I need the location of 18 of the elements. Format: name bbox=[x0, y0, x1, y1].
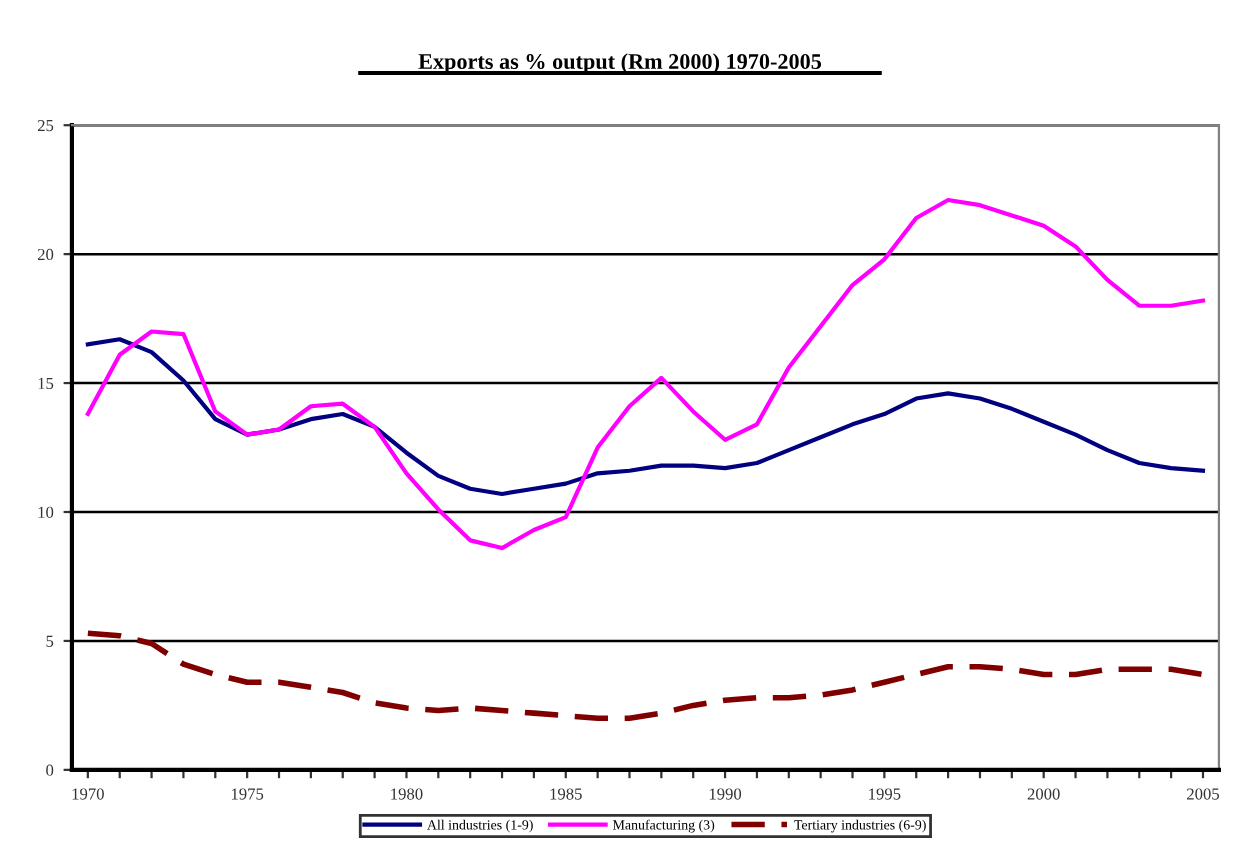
x-tick-label: 1980 bbox=[391, 788, 423, 800]
y-tick-label: 0 bbox=[46, 764, 54, 776]
x-tick-label: 1990 bbox=[709, 788, 742, 800]
x-tick-label: 2000 bbox=[1027, 788, 1060, 800]
y-tick-label: 15 bbox=[38, 377, 54, 390]
line-series bbox=[85, 337, 1206, 497]
line-series bbox=[85, 630, 1206, 722]
x-tick-label: 2005 bbox=[1187, 788, 1220, 800]
x-tick-label: 1995 bbox=[869, 788, 901, 800]
line-series bbox=[85, 197, 1206, 551]
y-tick-label: 10 bbox=[38, 506, 54, 518]
x-tick-label: 1975 bbox=[231, 788, 264, 800]
x-tick-label: 1985 bbox=[550, 788, 582, 800]
y-tick-label: 25 bbox=[37, 119, 54, 132]
y-tick-label: 5 bbox=[46, 635, 54, 647]
chart-title: Exports as % output (Rm 2000) 1970-2005 bbox=[418, 53, 822, 74]
x-tick-label: 1970 bbox=[72, 788, 104, 800]
y-tick-label: 20 bbox=[37, 248, 54, 261]
